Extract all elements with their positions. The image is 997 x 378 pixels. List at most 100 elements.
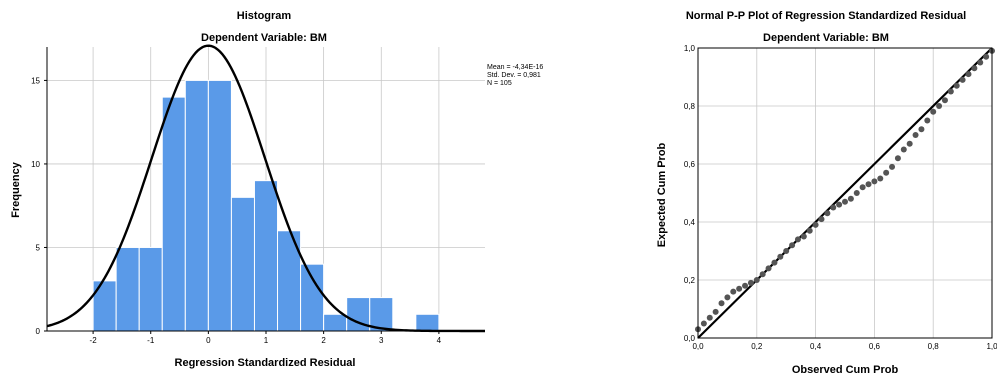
pp-plot-frame	[697, 47, 993, 339]
pp-plot-point	[789, 242, 796, 249]
pp-plot-chart: Normal P-P Plot of Regression Standardiz…	[656, 10, 997, 376]
pp-plot-point	[941, 97, 948, 104]
pp-plot-point	[906, 140, 913, 147]
histogram-bar	[184, 79, 209, 332]
pp-plot-point	[930, 108, 937, 115]
histogram-y-axis-label: Frequency	[10, 161, 22, 218]
histogram-x-axis-label: Regression Standardized Residual	[175, 357, 356, 369]
pp-plot-point	[883, 169, 890, 176]
pp-plot-point	[853, 190, 860, 196]
histogram-bar	[92, 280, 117, 332]
pp-plot-y-tick-label: 0,2	[684, 276, 696, 285]
pp-plot-point	[736, 285, 743, 292]
histogram-bar	[323, 313, 348, 332]
histogram-stat-mean: Mean = -4,34E-16	[487, 64, 543, 71]
pp-plot-point	[977, 59, 984, 66]
pp-plot-point	[830, 204, 837, 211]
pp-plot-point	[800, 233, 807, 240]
pp-plot-y-axis-label: Expected Cum Prob	[656, 142, 668, 247]
pp-plot-diagonal-line	[697, 47, 993, 339]
pp-plot-point	[971, 65, 978, 72]
pp-plot-point	[824, 210, 831, 217]
histogram-x-tick-label: -2	[90, 336, 98, 345]
pp-plot-point	[871, 178, 878, 185]
pp-plot-point	[847, 195, 854, 202]
pp-plot-y-tick-label: 0,0	[684, 334, 696, 343]
pp-plot-point	[718, 300, 725, 307]
pp-plot-subtitle: Dependent Variable: BM	[763, 32, 889, 44]
histogram-bar	[230, 196, 255, 332]
histogram-x-tick-label: 2	[321, 336, 326, 345]
histogram-subtitle: Dependent Variable: BM	[201, 32, 327, 44]
histogram-y-tick-label: 15	[31, 76, 40, 85]
pp-plot-point	[877, 175, 884, 182]
pp-plot-y-tick-label: 0,8	[684, 102, 696, 111]
pp-plot-point	[747, 279, 754, 286]
histogram-bar	[161, 96, 186, 332]
pp-plot-point	[959, 76, 966, 83]
histogram-bar	[415, 313, 440, 332]
pp-plot-point	[965, 71, 972, 78]
histogram-bar	[138, 246, 163, 332]
pp-plot-point	[724, 294, 731, 301]
pp-plot-x-axis-label: Observed Cum Prob	[792, 364, 899, 376]
histogram-bar	[300, 263, 325, 332]
histogram-bar	[115, 246, 140, 332]
pp-plot-point	[771, 259, 778, 266]
pp-plot-point	[859, 184, 866, 191]
histogram-tick-labels: -2 -1 0 1 2 3 4 0 5 10 15	[31, 76, 442, 345]
histogram-bar	[253, 180, 279, 332]
histogram-x-tick-label: 3	[379, 336, 384, 345]
pp-plot-x-tick-label: 1,0	[986, 342, 997, 351]
histogram-chart: Histogram Dependent Variable: BM Frequen…	[10, 10, 543, 369]
pp-plot-point	[742, 282, 749, 289]
pp-plot-reference-line	[697, 47, 993, 339]
pp-plot-x-tick-label: 0,2	[751, 342, 763, 351]
pp-plot-points	[695, 47, 995, 333]
pp-plot-point	[924, 117, 931, 124]
pp-plot-point	[777, 253, 784, 260]
pp-plot-point	[806, 227, 813, 234]
histogram-x-tick-label: -1	[147, 336, 155, 345]
pp-plot-point	[936, 103, 943, 109]
pp-plot-x-tick-label: 0,4	[810, 342, 822, 351]
pp-plot-point	[842, 198, 848, 205]
pp-plot-point	[818, 216, 825, 223]
pp-plot-point	[812, 221, 819, 228]
histogram-stat-sd: Std. Dev. = 0,981	[487, 72, 541, 79]
pp-plot-point	[953, 82, 960, 89]
pp-plot-point	[783, 248, 790, 254]
histogram-y-tick-label: 0	[36, 327, 41, 336]
pp-plot-point	[983, 53, 990, 60]
pp-plot-axes	[697, 47, 993, 339]
pp-plot-point	[865, 181, 872, 188]
pp-plot-point	[894, 155, 901, 162]
pp-plot-y-tick-label: 0,4	[684, 218, 696, 227]
histogram-x-tick-label: 4	[437, 336, 442, 345]
pp-plot-point	[794, 236, 801, 243]
pp-plot-point	[947, 88, 954, 95]
histogram-title: Histogram	[237, 10, 292, 22]
pp-plot-point	[900, 146, 907, 153]
pp-plot-point	[753, 277, 760, 283]
pp-plot-point	[765, 265, 772, 272]
pp-plot-title: Normal P-P Plot of Regression Standardiz…	[686, 10, 966, 22]
histogram-x-tick-label: 0	[206, 336, 211, 345]
pp-plot-tick-labels: 0,0 0,2 0,4 0,6 0,8 1,0 0,0 0,2 0,4 0,6 0,8 1,0	[684, 44, 997, 351]
pp-plot-point	[700, 320, 707, 327]
pp-plot-point	[918, 126, 925, 133]
pp-plot-x-tick-label: 0,8	[928, 342, 940, 351]
pp-plot-point	[730, 288, 737, 295]
histogram-bar	[207, 79, 232, 332]
histogram-x-tick-label: 1	[264, 336, 269, 345]
pp-plot-point	[889, 163, 896, 170]
pp-plot-x-tick-label: 0,6	[869, 342, 881, 351]
histogram-y-tick-label: 10	[31, 160, 40, 169]
pp-plot-point	[836, 201, 843, 208]
pp-plot-point	[759, 271, 766, 278]
pp-plot-point	[912, 132, 919, 138]
pp-plot-y-tick-label: 1,0	[684, 44, 696, 53]
pp-plot-point	[712, 308, 719, 315]
pp-plot-point	[706, 314, 713, 321]
